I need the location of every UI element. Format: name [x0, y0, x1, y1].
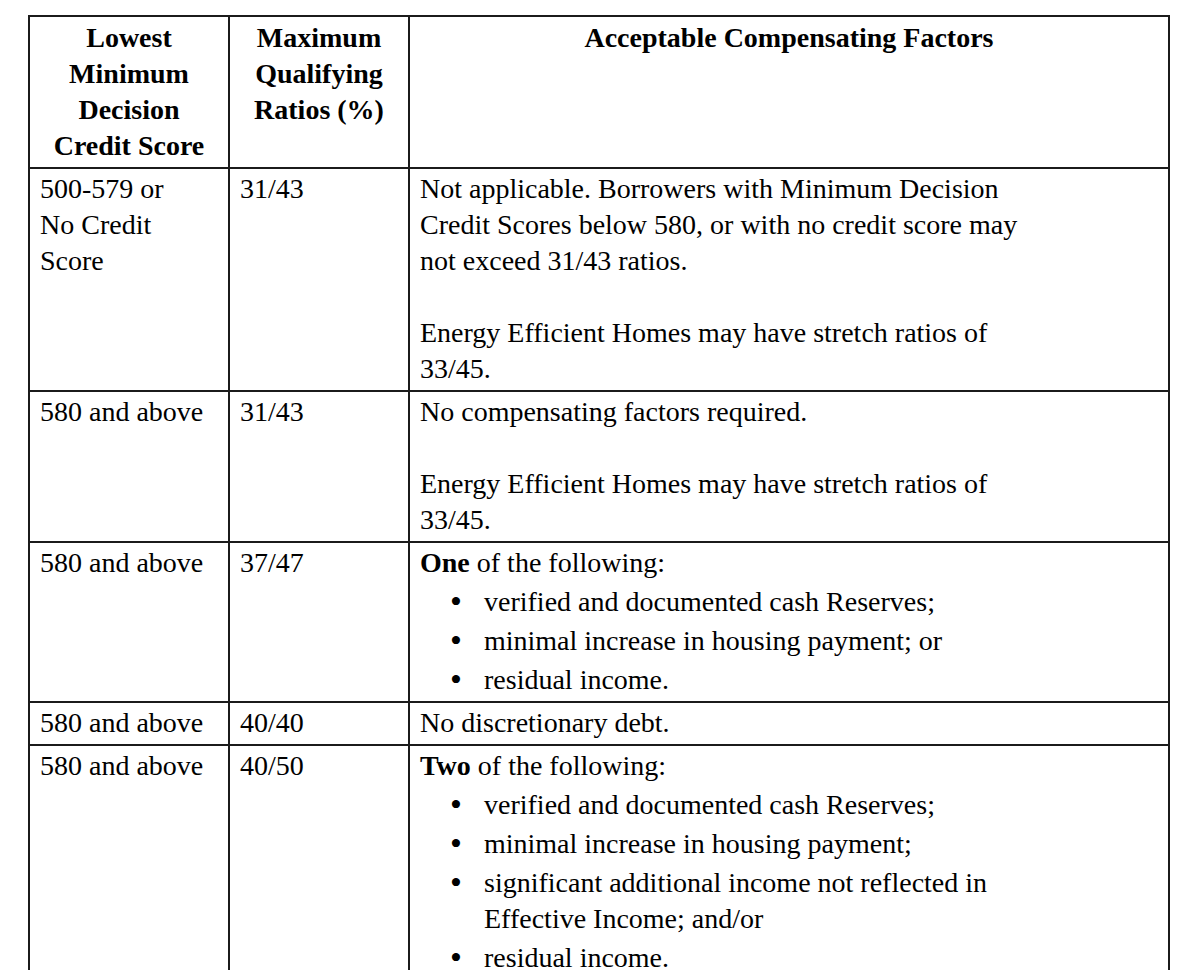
factors-cell: Two of the following: verified and docum…	[409, 745, 1169, 970]
factors-paragraph: No discretionary debt.	[420, 705, 1158, 741]
factors-cell: No compensating factors required. Energy…	[409, 391, 1169, 542]
bullet-item: residual income.	[450, 940, 1158, 970]
bullet-item: minimal increase in housing payment;	[450, 826, 1158, 862]
credit-score-cell: 580 and above	[29, 745, 229, 970]
factors-paragraph: Energy Efficient Homes may have stretch …	[420, 315, 1158, 387]
ratios-cell: 31/43	[229, 168, 409, 391]
credit-score-cell: 500-579 or No Credit Score	[29, 168, 229, 391]
bullet-item: verified and documented cash Reserves;	[450, 584, 1158, 620]
header-compensating-factors: Acceptable Compensating Factors	[409, 16, 1169, 168]
factors-lead-rest: of the following:	[471, 750, 666, 781]
factors-lead-bold: One	[420, 547, 470, 578]
ratios-cell: 37/47	[229, 542, 409, 702]
table-row: 580 and above 31/43 No compensating fact…	[29, 391, 1169, 542]
factors-bullet-list: verified and documented cash Reserves; m…	[420, 787, 1158, 970]
header-credit-score: Lowest Minimum Decision Credit Score	[29, 16, 229, 168]
factors-cell: No discretionary debt.	[409, 702, 1169, 745]
factors-lead-rest: of the following:	[470, 547, 665, 578]
factors-lead: One of the following:	[420, 545, 1158, 581]
ratios-cell: 31/43	[229, 391, 409, 542]
table-row: 580 and above 37/47 One of the following…	[29, 542, 1169, 702]
factors-paragraph: Energy Efficient Homes may have stretch …	[420, 466, 1158, 538]
factors-paragraph: No compensating factors required.	[420, 394, 1158, 430]
table-row: 500-579 or No Credit Score 31/43 Not app…	[29, 168, 1169, 391]
factors-paragraph: Not applicable. Borrowers with Minimum D…	[420, 171, 1158, 279]
bullet-item: verified and documented cash Reserves;	[450, 787, 1158, 823]
table-row: 580 and above 40/40 No discretionary deb…	[29, 702, 1169, 745]
factors-cell: One of the following: verified and docum…	[409, 542, 1169, 702]
bullet-item: significant additional income not reflec…	[450, 865, 1158, 937]
header-row: Lowest Minimum Decision Credit Score Max…	[29, 16, 1169, 168]
factors-lead-bold: Two	[420, 750, 471, 781]
credit-score-cell: 580 and above	[29, 542, 229, 702]
factors-cell: Not applicable. Borrowers with Minimum D…	[409, 168, 1169, 391]
table-row: 580 and above 40/50 Two of the following…	[29, 745, 1169, 970]
factors-bullet-list: verified and documented cash Reserves; m…	[420, 584, 1158, 698]
bullet-item: residual income.	[450, 662, 1158, 698]
header-qualifying-ratios: Maximum Qualifying Ratios (%)	[229, 16, 409, 168]
ratios-cell: 40/50	[229, 745, 409, 970]
bullet-item: minimal increase in housing payment; or	[450, 623, 1158, 659]
document-page: Lowest Minimum Decision Credit Score Max…	[0, 0, 1179, 970]
factors-lead: Two of the following:	[420, 748, 1158, 784]
credit-score-cell: 580 and above	[29, 702, 229, 745]
compensating-factors-table: Lowest Minimum Decision Credit Score Max…	[28, 15, 1170, 970]
ratios-cell: 40/40	[229, 702, 409, 745]
credit-score-cell: 580 and above	[29, 391, 229, 542]
